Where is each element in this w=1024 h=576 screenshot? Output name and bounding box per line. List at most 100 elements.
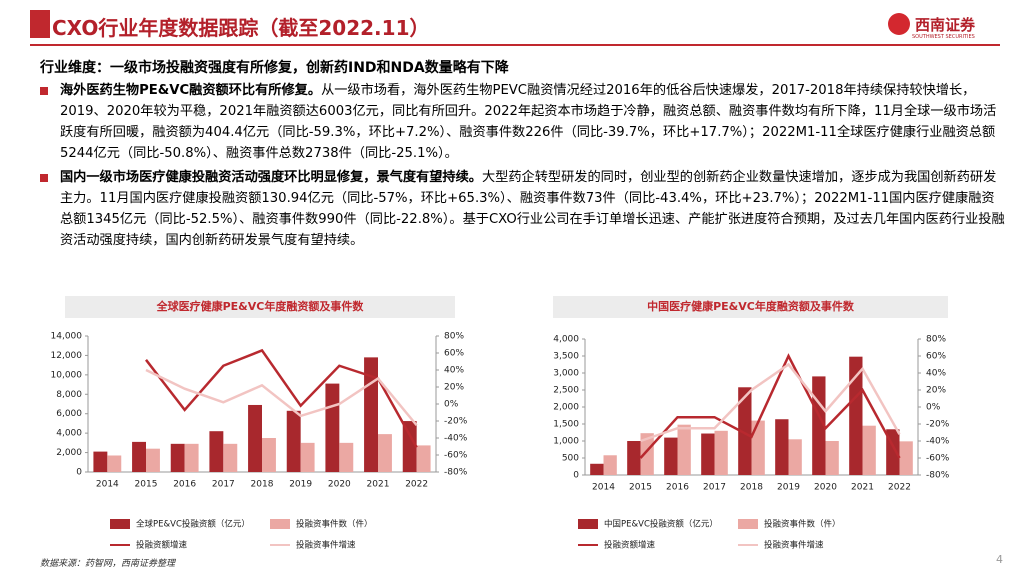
bar xyxy=(664,437,678,475)
bar xyxy=(714,430,728,475)
y-tick-label: 2,000 xyxy=(553,403,579,413)
bar xyxy=(300,442,315,472)
bar xyxy=(209,431,224,472)
y2-tick-label: 60% xyxy=(926,352,946,362)
y2-tick-label: 40% xyxy=(444,366,464,376)
bar xyxy=(590,463,604,475)
y-tick-label: 500 xyxy=(562,454,579,464)
legend-label: 投融资额增速 xyxy=(136,540,188,551)
y-tick-label: 0 xyxy=(76,468,82,478)
source: 数据来源：药智网，西南证券整理 xyxy=(40,559,176,569)
bar xyxy=(751,420,765,475)
legend-swatch xyxy=(738,519,758,529)
bar xyxy=(603,455,617,475)
line xyxy=(145,348,418,448)
bullet-marker xyxy=(40,174,48,182)
bar xyxy=(146,448,160,472)
bar xyxy=(849,356,863,475)
bar xyxy=(775,419,789,475)
bar xyxy=(378,434,392,472)
x-tick-label: 2015 xyxy=(135,480,158,490)
y2-tick-label: -80% xyxy=(444,468,468,478)
y-tick-label: 3,500 xyxy=(553,352,579,362)
x-tick-label: 2021 xyxy=(851,483,874,493)
y-tick-label: 2,500 xyxy=(553,386,579,396)
y2-tick-label: 20% xyxy=(926,386,946,396)
bar xyxy=(132,441,146,472)
bar xyxy=(262,438,276,472)
legend-swatch xyxy=(270,519,290,529)
bullet-text: 从一级市场看，海外医药生物PEVC融资情况经过2016年的低谷后快速爆发，201… xyxy=(60,83,997,161)
y2-tick-label: 80% xyxy=(926,335,946,345)
title-marker xyxy=(30,10,50,38)
x-tick-label: 2014 xyxy=(96,480,119,490)
y-tick-label: 1,000 xyxy=(553,437,579,447)
bullet-lead: 海外医药生物PE&VC融资额环比有所修复。 xyxy=(60,83,322,98)
y-tick-label: 1,500 xyxy=(553,420,579,430)
y2-tick-label: -20% xyxy=(926,420,950,430)
x-tick-label: 2019 xyxy=(777,483,800,493)
x-tick-label: 2018 xyxy=(251,480,274,490)
chart-title-box xyxy=(553,296,948,318)
y2-tick-label: -40% xyxy=(444,434,468,444)
legend-swatch xyxy=(110,519,130,529)
bar xyxy=(738,387,752,475)
legend-label: 中国PE&VC投融资额（亿元） xyxy=(604,519,718,530)
logo-icon xyxy=(888,13,910,35)
bar xyxy=(862,425,876,475)
y2-tick-label: -60% xyxy=(926,454,950,464)
bar xyxy=(788,439,802,475)
x-tick-label: 2019 xyxy=(289,480,312,490)
line xyxy=(145,368,418,427)
bar xyxy=(899,441,913,475)
logo-en: SOUTHWEST SECURITIES xyxy=(912,34,975,40)
bar xyxy=(677,424,691,475)
x-tick-label: 2022 xyxy=(405,480,428,490)
y2-tick-label: 0% xyxy=(444,400,459,410)
slide-title: CXO行业年度数据跟踪（截至2022.11） xyxy=(52,16,430,40)
x-tick-label: 2021 xyxy=(367,480,390,490)
y-tick-label: 12,000 xyxy=(51,351,83,361)
bar xyxy=(416,445,431,472)
x-tick-label: 2022 xyxy=(888,483,911,493)
bar xyxy=(325,383,340,472)
bar xyxy=(223,443,238,472)
title-rule xyxy=(30,44,1000,46)
x-tick-label: 2016 xyxy=(173,480,196,490)
y2-tick-label: 80% xyxy=(444,332,464,342)
bar xyxy=(402,421,417,472)
x-tick-label: 2017 xyxy=(703,483,726,493)
y2-tick-label: 40% xyxy=(926,369,946,379)
bar xyxy=(170,443,185,472)
bar xyxy=(107,455,122,472)
legend-label: 投融资额增速 xyxy=(604,540,656,551)
y-tick-label: 10,000 xyxy=(51,370,83,380)
bullet: 国内一级市场医疗健康投融资活动强度环比明显修复，景气度有望持续。大型药企转型研发… xyxy=(60,167,1005,251)
bar xyxy=(286,410,301,472)
bar xyxy=(701,433,715,475)
logo: 西南证券 xyxy=(915,16,976,34)
chart-title: 全球医疗健康PE&VC年度融资额及事件数 xyxy=(156,299,365,313)
y2-tick-label: 60% xyxy=(444,349,464,359)
y-tick-label: 6,000 xyxy=(56,409,82,419)
bar xyxy=(812,376,826,475)
y-tick-label: 4,000 xyxy=(56,429,82,439)
bar xyxy=(93,451,108,472)
legend-label: 投融资事件增速 xyxy=(296,540,356,551)
x-tick-label: 2017 xyxy=(212,480,235,490)
line xyxy=(640,362,901,443)
bullet-marker xyxy=(40,87,48,95)
legend-swatch xyxy=(578,519,598,529)
legend-label: 投融资事件数（件） xyxy=(296,519,373,530)
y2-tick-label: 20% xyxy=(444,383,464,393)
legend-label: 投融资事件数（件） xyxy=(764,519,841,530)
chart-title: 中国医疗健康PE&VC年度融资额及事件数 xyxy=(647,299,855,313)
bar xyxy=(640,433,654,475)
x-tick-label: 2015 xyxy=(629,483,652,493)
bar xyxy=(184,443,199,472)
x-tick-label: 2020 xyxy=(814,483,837,493)
legend-label: 全球PE&VC投融资额（亿元） xyxy=(136,519,250,530)
subtitle: 行业维度：一级市场投融资强度有所修复，创新药IND和NDA数量略有下降 xyxy=(40,60,509,76)
x-tick-label: 2016 xyxy=(666,483,689,493)
